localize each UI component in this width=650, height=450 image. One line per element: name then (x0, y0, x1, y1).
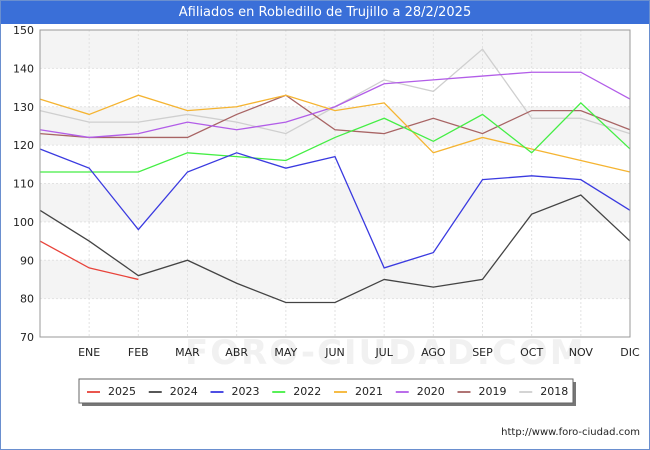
x-tick-label: AGO (421, 346, 446, 359)
legend: 2025 2024 2023 2022 2021 2020 2019 2018 (78, 378, 576, 406)
series-line-2025 (39, 240, 139, 281)
legend-label-2025: 2025 (108, 385, 136, 398)
y-tick-label: 90 (20, 254, 34, 267)
legend-label-2019: 2019 (479, 385, 507, 398)
chart-title: Afiliados en Robledillo de Trujillo a 28… (1, 1, 649, 24)
series-line-2021 (39, 94, 631, 173)
x-tick-label: MAR (175, 346, 200, 359)
x-tick-label: NOV (569, 346, 594, 359)
y-tick-label: 140 (13, 62, 34, 75)
legend-label-2021: 2021 (355, 385, 383, 398)
y-tick-label: 70 (20, 331, 34, 344)
x-tick-label: JUN (324, 346, 345, 359)
y-tick-label: 110 (13, 178, 34, 191)
x-tick-label: DIC (620, 346, 640, 359)
legend-label-2022: 2022 (293, 385, 321, 398)
y-tick-label: 130 (13, 101, 34, 114)
series-line-2023 (39, 148, 631, 269)
series-lines (39, 48, 631, 304)
x-tick-label: OCT (520, 346, 543, 359)
legend-box (78, 378, 574, 404)
footer-url: http://www.foro-ciudad.com (501, 427, 640, 438)
legend-label-2023: 2023 (232, 385, 260, 398)
y-tick-label: 150 (13, 24, 34, 37)
x-tick-label: ENE (78, 346, 100, 359)
x-tick-label: FEB (128, 346, 149, 359)
x-tick-label: SEP (472, 346, 493, 359)
series-line-2020 (39, 71, 631, 139)
x-tick-label: MAY (274, 346, 297, 359)
plot-area-border (39, 29, 631, 338)
axes: 70 80 90 100 110 120 130 140 150 ENE FEB MAR ABR MAY J… (13, 24, 640, 359)
watermark: FORO-CIUDAD.COM (185, 333, 586, 373)
y-tick-label: 80 (20, 293, 34, 306)
legend-label-2024: 2024 (170, 385, 198, 398)
legend-label-2018: 2018 (540, 385, 568, 398)
series-line-2019 (39, 94, 631, 139)
series-line-2024 (39, 194, 631, 304)
series-line-2022 (40, 102, 631, 173)
plot-band (40, 30, 630, 69)
y-tick-label: 100 (13, 216, 34, 229)
y-tick-label: 120 (13, 139, 34, 152)
legend-label-2020: 2020 (417, 385, 445, 398)
x-tick-label: JUL (374, 346, 393, 359)
x-tick-label: ABR (225, 346, 248, 359)
